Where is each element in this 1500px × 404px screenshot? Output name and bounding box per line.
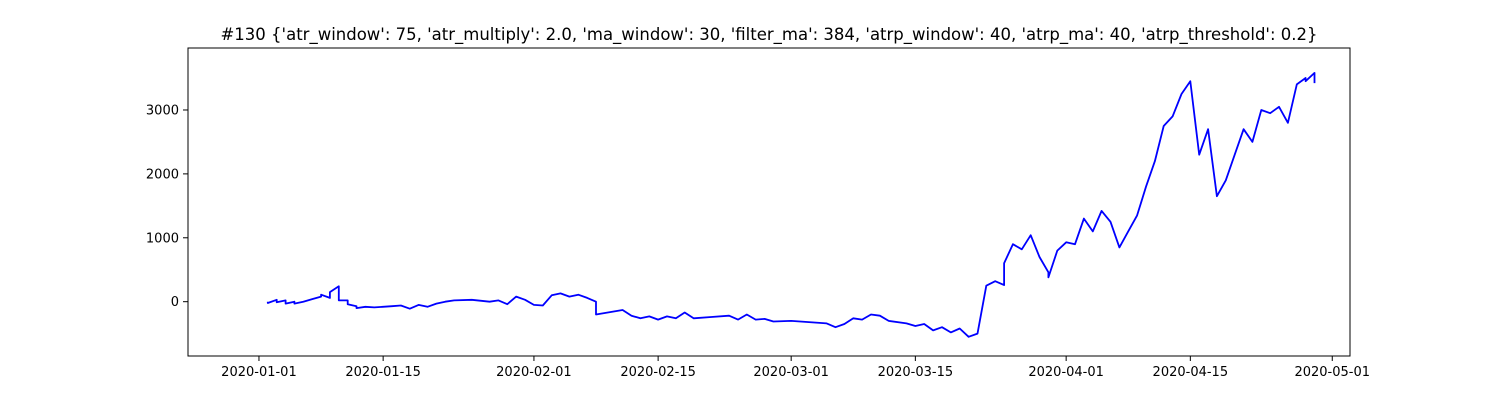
x-tick-label: 2020-01-01 <box>221 365 297 380</box>
x-tick-label: 2020-05-01 <box>1294 365 1370 380</box>
x-tick-label: 2020-04-15 <box>1153 365 1229 380</box>
y-tick-label: 2000 <box>146 167 179 182</box>
x-tick-label: 2020-01-15 <box>345 365 421 380</box>
x-tick-label: 2020-03-01 <box>753 365 829 380</box>
y-tick-label: 3000 <box>146 103 179 118</box>
x-tick-label: 2020-03-15 <box>878 365 954 380</box>
series-line <box>266 72 1316 338</box>
axes-frame <box>187 47 1351 357</box>
plot-area <box>266 72 1316 338</box>
chart-title: #130 {'atr_window': 75, 'atr_multiply': … <box>220 25 1317 45</box>
x-axis: 2020-01-01 2020-01-15 2020-02-01 2020-02-15… <box>221 356 1370 380</box>
x-tick-label: 2020-04-01 <box>1028 365 1104 380</box>
x-tick-label: 2020-02-01 <box>496 365 572 380</box>
y-axis: 0 1000 2000 3000 <box>146 103 188 310</box>
x-tick-label: 2020-02-15 <box>620 365 696 380</box>
y-tick-label: 0 <box>171 295 179 310</box>
y-tick-label: 1000 <box>146 231 179 246</box>
